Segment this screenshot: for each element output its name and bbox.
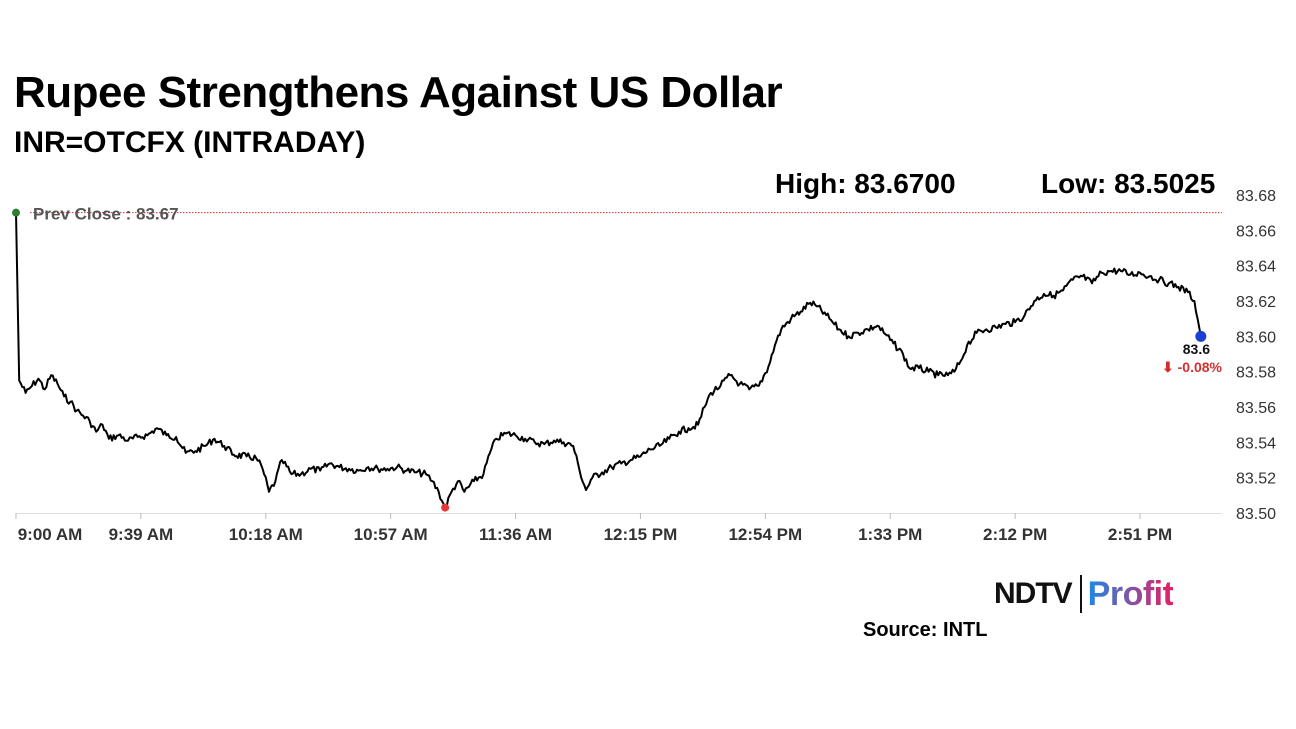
x-tick-label: 12:15 PM: [604, 525, 678, 544]
y-tick-label: 83.60: [1236, 329, 1276, 346]
x-tick-label: 12:54 PM: [728, 525, 802, 544]
y-tick-label: 83.50: [1236, 506, 1276, 523]
prev-close-label: Prev Close : 83.67: [33, 205, 179, 224]
low-point-dot: [441, 503, 450, 512]
y-tick-label: 83.52: [1236, 471, 1276, 488]
x-tick-label: 9:00 AM: [18, 525, 83, 544]
x-tick-label: 2:12 PM: [983, 525, 1047, 544]
x-tick-label: 10:57 AM: [354, 525, 428, 544]
y-tick-label: 83.62: [1236, 294, 1276, 311]
high-value: High: 83.6700: [775, 168, 956, 199]
x-tick-label: 11:36 AM: [479, 525, 552, 544]
start-point-dot: [12, 208, 20, 217]
low-value: Low: 83.5025: [1041, 168, 1216, 199]
x-tick-label: 1:33 PM: [858, 525, 922, 544]
y-tick-label: 83.54: [1236, 435, 1276, 452]
y-tick-label: 83.68: [1236, 188, 1276, 205]
last-point-dot: [1195, 330, 1207, 342]
y-tick-label: 83.64: [1236, 259, 1276, 276]
logo-divider: [1079, 575, 1082, 613]
chart-title: Rupee Strengthens Against US Dollar: [14, 68, 783, 117]
y-tick-label: 83.66: [1236, 223, 1276, 240]
change-percent-label: ⬇ -0.08%: [1162, 359, 1223, 375]
source-label: Source: INTL: [863, 619, 988, 641]
logo-ndtv-text: NDTV: [994, 577, 1073, 610]
chart-subtitle: INR=OTCFX (INTRADAY): [14, 126, 366, 159]
y-tick-label: 83.58: [1236, 365, 1276, 382]
y-tick-label: 83.56: [1236, 400, 1276, 417]
ndtv-profit-logo: NDTV Profit: [994, 574, 1174, 614]
last-value-label: 83.6: [1183, 341, 1210, 357]
logo-profit-text: Profit: [1087, 574, 1174, 613]
x-tick-label: 2:51 PM: [1108, 525, 1172, 544]
x-tick-label: 9:39 AM: [109, 525, 174, 544]
price-line: [15, 212, 1202, 510]
x-tick-label: 10:18 AM: [229, 525, 303, 544]
